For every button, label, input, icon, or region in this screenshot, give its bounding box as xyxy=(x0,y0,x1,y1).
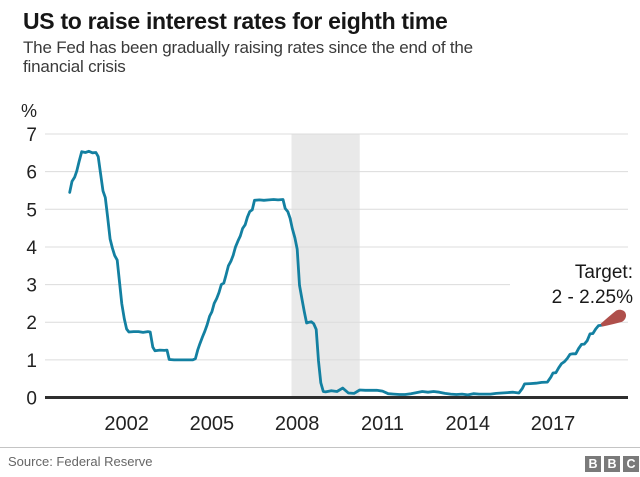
target-annotation-line1: Target: xyxy=(575,262,633,283)
x-tick-label: 2002 xyxy=(104,413,149,435)
bbc-logo: B B C xyxy=(585,456,639,472)
source-label: Source: Federal Reserve xyxy=(8,454,153,469)
rate-chart: 0 1 2 3 4 5 6 7% 2002 2005 2008 2011 2014 2017 Target:… xyxy=(21,101,640,435)
y-tick-label: 0 xyxy=(26,389,37,410)
x-tick-label: 2017 xyxy=(531,413,576,435)
bbc-logo-block: B xyxy=(604,456,620,472)
bbc-logo-block: B xyxy=(585,456,601,472)
y-tick-label: 1 xyxy=(26,351,37,372)
target-wedge xyxy=(600,309,627,327)
y-tick-label: 7 xyxy=(26,125,37,146)
y-tick-label: 3 xyxy=(26,276,37,297)
recession-band xyxy=(291,134,360,398)
chart-title: US to raise interest rates for eighth ti… xyxy=(23,8,448,34)
bbc-logo-block: C xyxy=(623,456,639,472)
x-tick-label: 2005 xyxy=(190,413,235,435)
annotation-backing xyxy=(510,261,640,309)
y-axis-unit-label: % xyxy=(21,101,37,121)
y-tick-label: 5 xyxy=(26,200,37,221)
footer-divider xyxy=(0,447,640,448)
y-tick-label: 2 xyxy=(26,313,37,334)
y-tick-label: 6 xyxy=(26,163,37,184)
target-annotation-line2: 2 - 2.25% xyxy=(552,287,633,308)
rate-line xyxy=(68,149,603,397)
x-tick-label: 2014 xyxy=(446,413,491,435)
y-tick-label: 4 xyxy=(26,238,37,259)
x-tick-label: 2011 xyxy=(361,413,404,435)
x-tick-label: 2008 xyxy=(275,413,320,435)
chart-subtitle: The Fed has been gradually raising rates… xyxy=(23,38,473,76)
